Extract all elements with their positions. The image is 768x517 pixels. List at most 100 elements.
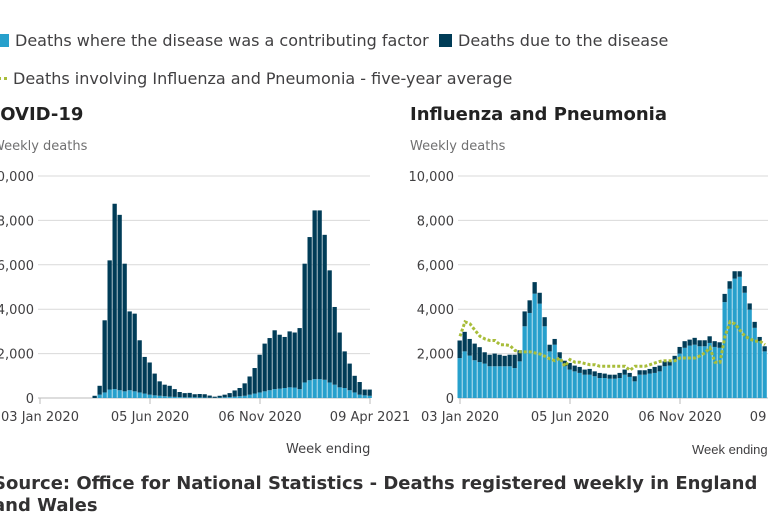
bar-due-to-flu xyxy=(713,341,717,347)
bar-contributing-flu xyxy=(588,375,592,398)
bar-due-to-flu xyxy=(678,347,682,354)
bar-contributing-flu xyxy=(508,366,512,398)
bar-contributing-flu xyxy=(643,375,647,398)
bar-due-to-flu xyxy=(633,376,637,381)
bar-due-to-covid xyxy=(213,397,217,398)
bar-due-to-covid xyxy=(93,396,97,398)
bar-due-to-flu xyxy=(493,354,497,367)
bar-due-to-covid xyxy=(128,311,132,390)
bar-due-to-flu xyxy=(548,345,552,352)
bar-contributing-flu xyxy=(758,341,762,398)
bar-contributing-flu xyxy=(538,304,542,398)
bar-due-to-covid xyxy=(158,381,162,395)
bar-contributing-flu xyxy=(648,374,652,398)
bar-due-to-covid xyxy=(253,368,257,394)
bar-due-to-covid xyxy=(118,215,122,390)
bar-due-to-flu xyxy=(483,352,487,363)
bar-due-to-covid xyxy=(113,204,117,389)
bar-contributing-flu xyxy=(658,371,662,398)
bar-contributing-covid xyxy=(118,390,122,398)
bar-due-to-flu xyxy=(733,271,737,278)
bar-due-to-flu xyxy=(753,322,757,328)
bar-due-to-flu xyxy=(458,341,462,359)
bar-contributing-covid xyxy=(323,380,327,398)
bar-due-to-covid xyxy=(248,376,252,394)
bar-contributing-flu xyxy=(513,368,517,398)
bar-due-to-covid xyxy=(178,392,182,397)
bar-due-to-covid xyxy=(268,338,272,390)
bar-contributing-flu xyxy=(493,366,497,398)
bar-due-to-covid xyxy=(198,394,202,397)
bar-contributing-covid xyxy=(318,379,322,398)
bar-due-to-covid xyxy=(143,357,147,394)
bar-contributing-covid xyxy=(163,396,167,398)
bar-due-to-flu xyxy=(478,347,482,362)
bar-due-to-covid xyxy=(108,260,112,389)
bar-due-to-flu xyxy=(573,366,577,372)
bar-due-to-flu xyxy=(643,370,647,374)
bar-contributing-covid xyxy=(178,397,182,398)
bar-contributing-covid xyxy=(113,389,117,398)
bar-contributing-flu xyxy=(593,376,597,398)
bar-due-to-flu xyxy=(763,346,767,351)
bar-contributing-flu xyxy=(483,364,487,398)
bar-contributing-flu xyxy=(738,277,742,398)
y-tick-label-flu: 10,000 xyxy=(409,170,455,185)
bar-due-to-covid xyxy=(308,237,312,380)
bar-contributing-covid xyxy=(148,395,152,398)
bar-due-to-flu xyxy=(503,356,507,366)
bar-contributing-covid xyxy=(268,390,272,398)
bar-contributing-covid xyxy=(233,397,237,398)
y-tick-label-flu: 4,000 xyxy=(417,303,454,318)
bar-contributing-flu xyxy=(473,360,477,398)
bar-contributing-covid xyxy=(153,395,157,398)
bar-due-to-covid xyxy=(278,335,282,389)
x-tick-label-flu: 05 Jun 2020 xyxy=(531,410,609,425)
bar-contributing-flu xyxy=(503,366,507,398)
bar-contributing-flu xyxy=(653,373,657,398)
bar-contributing-flu xyxy=(598,378,602,398)
x-label-covid: Week ending xyxy=(286,442,370,457)
bar-contributing-covid xyxy=(308,380,312,398)
y-tick-label-covid: 2,000 xyxy=(0,348,34,363)
y-tick-label-flu: 8,000 xyxy=(417,214,454,229)
y-tick-label-flu: 6,000 xyxy=(417,259,454,274)
bar-contributing-covid xyxy=(173,397,177,398)
bar-due-to-flu xyxy=(538,293,542,304)
bar-contributing-flu xyxy=(553,345,557,398)
bar-contributing-flu xyxy=(468,356,472,398)
bar-contributing-flu xyxy=(618,378,622,398)
x-tick-label-flu: 06 Nov 2020 xyxy=(638,410,721,425)
bar-due-to-covid xyxy=(188,393,192,397)
bar-contributing-covid xyxy=(198,397,202,398)
bar-contributing-flu xyxy=(748,310,752,398)
bar-due-to-flu xyxy=(558,352,562,358)
bar-due-to-flu xyxy=(728,281,732,289)
bar-contributing-flu xyxy=(523,326,527,398)
bar-due-to-covid xyxy=(163,385,167,397)
bar-due-to-covid xyxy=(223,395,227,398)
bar-contributing-covid xyxy=(348,390,352,398)
bar-due-to-flu xyxy=(708,336,712,343)
bar-due-to-covid xyxy=(343,351,347,388)
bar-contributing-covid xyxy=(333,385,337,398)
y-tick-label-covid: 10,000 xyxy=(0,170,34,185)
bar-contributing-covid xyxy=(223,397,227,398)
bar-contributing-flu xyxy=(518,361,522,398)
bar-due-to-flu xyxy=(618,373,622,378)
bar-contributing-flu xyxy=(488,366,492,398)
bar-due-to-flu xyxy=(588,369,592,375)
bar-contributing-flu xyxy=(683,348,687,398)
bar-contributing-covid xyxy=(123,391,127,398)
bar-contributing-covid xyxy=(143,394,147,398)
bar-contributing-flu xyxy=(673,360,677,398)
bar-contributing-covid xyxy=(263,391,267,398)
bar-contributing-covid xyxy=(183,397,187,398)
bar-contributing-flu xyxy=(743,293,747,398)
bar-contributing-covid xyxy=(338,387,342,398)
bar-due-to-covid xyxy=(233,390,237,396)
bar-contributing-covid xyxy=(243,396,247,398)
bar-due-to-covid xyxy=(103,320,107,392)
bar-due-to-flu xyxy=(648,369,652,374)
bar-contributing-flu xyxy=(578,373,582,398)
